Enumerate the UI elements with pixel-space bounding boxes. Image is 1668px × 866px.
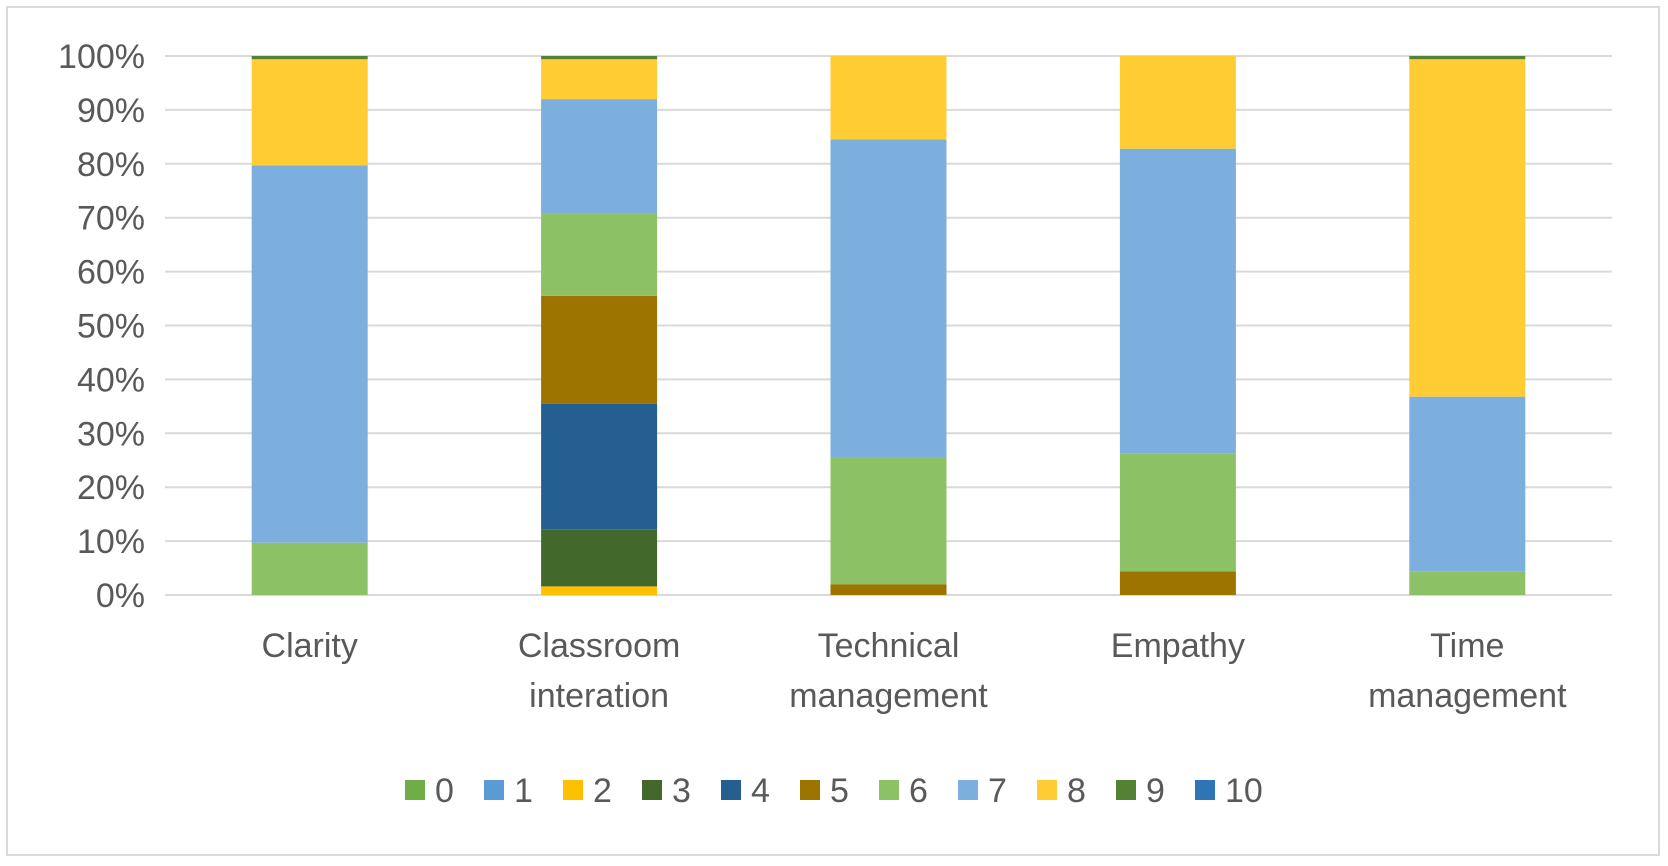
- x-category-label: Empathy: [1111, 627, 1245, 665]
- legend-swatch: [879, 780, 899, 800]
- y-tick-label: 20%: [77, 469, 145, 507]
- y-tick-label: 10%: [77, 523, 145, 561]
- y-tick-label: 80%: [77, 146, 145, 184]
- legend-swatch: [800, 780, 820, 800]
- legend-item-7: 7: [958, 772, 1007, 810]
- bar-segment-score-7: [251, 165, 368, 543]
- legend-swatch: [484, 780, 504, 800]
- legend-label: 2: [593, 772, 612, 810]
- legend-label: 0: [435, 772, 454, 810]
- bar-segment-score-7: [830, 139, 947, 458]
- bar-segment-score-6: [1119, 453, 1236, 572]
- bar-segment-score-8: [1409, 59, 1526, 397]
- bar-segment-score-8: [1119, 56, 1236, 149]
- bar-segment-score-8: [541, 59, 658, 100]
- legend-swatch: [405, 780, 425, 800]
- legend-label: 9: [1146, 772, 1165, 810]
- y-axis-ticks: 0% 10% 20% 30% 40% 50% 60% 70% 80% 90% 100%: [58, 38, 145, 615]
- legend-label: 8: [1067, 772, 1086, 810]
- legend-label: 4: [751, 772, 770, 810]
- legend-item-6: 6: [879, 772, 928, 810]
- bar-segment-score-7: [541, 99, 658, 214]
- bar-segment-score-8: [251, 59, 368, 166]
- bar-segment-score-6: [830, 457, 947, 585]
- bar-segment-score-5: [541, 295, 658, 404]
- legend-swatch: [1037, 780, 1057, 800]
- bar-segment-score-7: [1119, 148, 1236, 454]
- y-tick-label: 40%: [77, 361, 145, 399]
- y-tick-label: 50%: [77, 308, 145, 346]
- legend-label: 6: [909, 772, 928, 810]
- legend-swatch: [642, 780, 662, 800]
- bars: [251, 56, 1526, 595]
- bar-segment-score-4: [541, 403, 658, 530]
- legend-item-3: 3: [642, 772, 691, 810]
- y-tick-label: 30%: [77, 415, 145, 453]
- bar-segment-score-6: [251, 542, 368, 595]
- legend-swatch: [721, 780, 741, 800]
- y-tick-label: 100%: [58, 38, 145, 76]
- legend-swatch: [1195, 780, 1215, 800]
- y-tick-label: 60%: [77, 254, 145, 292]
- legend-item-10: 10: [1195, 772, 1263, 810]
- bar-segment-score-6: [1409, 571, 1526, 595]
- legend-swatch: [563, 780, 583, 800]
- bar-segment-score-8: [830, 56, 947, 140]
- y-tick-label: 70%: [77, 200, 145, 238]
- legend-item-9: 9: [1116, 772, 1165, 810]
- x-category-label: Clarity: [262, 627, 358, 665]
- y-tick-label: 90%: [77, 92, 145, 130]
- bar-segment-score-9: [1409, 56, 1526, 60]
- legend-item-1: 1: [484, 772, 533, 810]
- legend-label: 5: [830, 772, 849, 810]
- legend-label: 7: [988, 772, 1007, 810]
- legend-label: 1: [514, 772, 533, 810]
- legend-item-5: 5: [800, 772, 849, 810]
- legend-label: 10: [1225, 772, 1263, 810]
- legend-swatch: [958, 780, 978, 800]
- legend-item-2: 2: [563, 772, 612, 810]
- legend-item-4: 4: [721, 772, 770, 810]
- legend-item-0: 0: [405, 772, 454, 810]
- y-tick-label: 0%: [96, 577, 145, 615]
- x-category-label: Technical management: [789, 627, 988, 715]
- x-axis-categories: Clarity Classroom interation Technical manag…: [262, 627, 1568, 715]
- bar-segment-score-9: [541, 56, 658, 60]
- x-category-label: Time management: [1368, 627, 1567, 715]
- bar-segment-score-9: [251, 56, 368, 60]
- legend-item-8: 8: [1037, 772, 1086, 810]
- bar-segment-score-5: [830, 584, 947, 595]
- legend-swatch: [1116, 780, 1136, 800]
- bar-segment-score-7: [1409, 396, 1526, 572]
- bar-segment-score-5: [1119, 571, 1236, 595]
- legend-label: 3: [672, 772, 691, 810]
- bar-segment-score-3: [541, 529, 658, 587]
- bar-segment-score-6: [541, 213, 658, 296]
- bar-segment-score-2: [541, 586, 658, 595]
- x-category-label: Classroom interation: [518, 627, 680, 715]
- legend: 0 1 2 3 4 5 6 7 8 9 10: [405, 772, 1263, 810]
